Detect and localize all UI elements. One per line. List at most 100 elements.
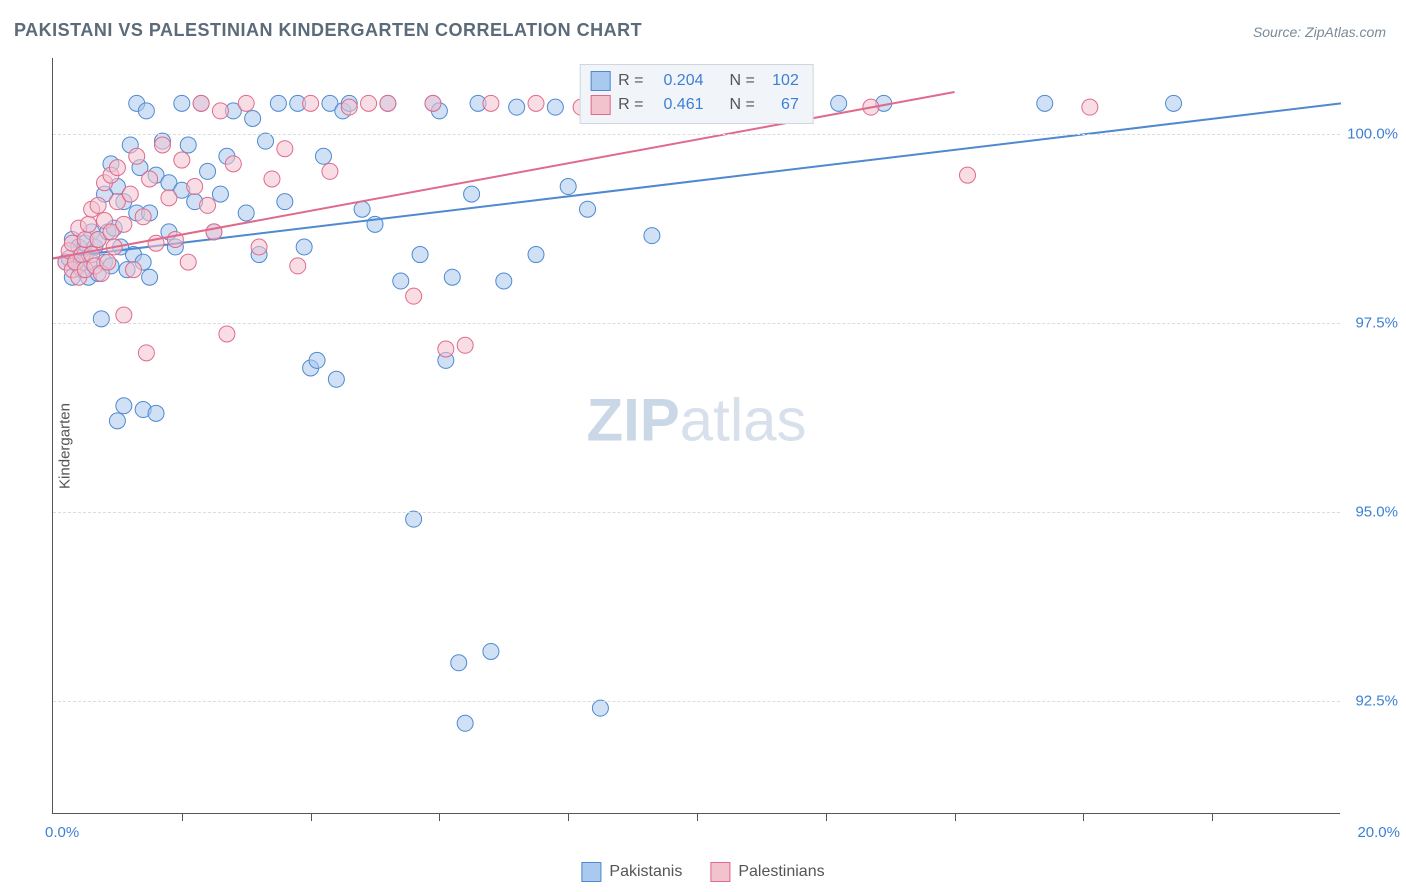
data-point (303, 95, 319, 111)
data-point (206, 224, 222, 240)
data-point (187, 179, 203, 195)
data-point (142, 171, 158, 187)
data-point (212, 103, 228, 119)
data-point (80, 216, 96, 232)
data-point (425, 95, 441, 111)
data-point (959, 167, 975, 183)
data-point (277, 141, 293, 157)
data-point (290, 258, 306, 274)
y-tick-label: 100.0% (1347, 125, 1398, 142)
data-point (580, 201, 596, 217)
data-point (258, 133, 274, 149)
trend-line (53, 92, 955, 258)
data-point (277, 194, 293, 210)
data-point (380, 95, 396, 111)
data-point (361, 95, 377, 111)
data-point (180, 137, 196, 153)
data-point (393, 273, 409, 289)
legend-row-palestinians: R = 0.461 N = 67 (590, 93, 799, 117)
data-point (509, 99, 525, 115)
source-label: Source: ZipAtlas.com (1253, 24, 1386, 40)
data-point (238, 95, 254, 111)
data-point (831, 95, 847, 111)
data-point (1166, 95, 1182, 111)
x-axis-min-label: 0.0% (45, 824, 79, 841)
data-point (322, 163, 338, 179)
data-point (315, 148, 331, 164)
data-point (138, 103, 154, 119)
data-point (154, 137, 170, 153)
n-value-palestinians: 67 (763, 93, 799, 117)
series-legend: Pakistanis Palestinians (581, 862, 824, 882)
data-point (219, 326, 235, 342)
x-tick (1083, 813, 1084, 821)
legend-label-pakistanis: Pakistanis (609, 863, 682, 881)
data-point (528, 95, 544, 111)
legend-item-palestinians: Palestinians (710, 862, 824, 882)
data-point (116, 307, 132, 323)
data-point (90, 197, 106, 213)
data-point (100, 254, 116, 270)
data-point (528, 247, 544, 263)
legend-item-pakistanis: Pakistanis (581, 862, 682, 882)
n-value-pakistanis: 102 (763, 69, 799, 93)
data-point (245, 110, 261, 126)
data-point (200, 197, 216, 213)
data-point (560, 179, 576, 195)
data-point (406, 288, 422, 304)
data-point (264, 171, 280, 187)
data-point (451, 655, 467, 671)
data-point (116, 216, 132, 232)
data-point (116, 398, 132, 414)
data-point (483, 643, 499, 659)
gridline (53, 323, 1340, 324)
data-point (496, 273, 512, 289)
y-tick-label: 97.5% (1355, 314, 1398, 331)
x-tick (311, 813, 312, 821)
data-point (200, 163, 216, 179)
data-point (341, 99, 357, 115)
y-tick-label: 92.5% (1355, 692, 1398, 709)
data-point (161, 190, 177, 206)
data-point (444, 269, 460, 285)
data-point (142, 269, 158, 285)
plot-area: ZIPatlas R = 0.204 N = 102 R = 0.461 N =… (52, 58, 1340, 814)
y-tick-label: 95.0% (1355, 503, 1398, 520)
data-point (592, 700, 608, 716)
data-point (328, 371, 344, 387)
data-point (238, 205, 254, 221)
legend-swatch-icon (710, 862, 730, 882)
data-point (109, 413, 125, 429)
legend-row-pakistanis: R = 0.204 N = 102 (590, 69, 799, 93)
correlation-legend: R = 0.204 N = 102 R = 0.461 N = 67 (579, 64, 814, 124)
data-point (212, 186, 228, 202)
data-point (109, 160, 125, 176)
data-point (309, 352, 325, 368)
data-point (1037, 95, 1053, 111)
data-point (412, 247, 428, 263)
legend-swatch-palestinians (590, 95, 610, 115)
x-tick (697, 813, 698, 821)
x-tick (826, 813, 827, 821)
legend-swatch-icon (581, 862, 601, 882)
data-point (148, 405, 164, 421)
x-tick (568, 813, 569, 821)
r-value-palestinians: 0.461 (652, 93, 704, 117)
data-point (122, 186, 138, 202)
data-point (225, 156, 241, 172)
data-point (129, 148, 145, 164)
gridline (53, 701, 1340, 702)
data-point (138, 345, 154, 361)
data-point (457, 715, 473, 731)
data-point (135, 209, 151, 225)
x-axis-max-label: 20.0% (1357, 824, 1400, 841)
x-tick (439, 813, 440, 821)
data-point (547, 99, 563, 115)
chart-title: PAKISTANI VS PALESTINIAN KINDERGARTEN CO… (14, 20, 642, 41)
data-point (1082, 99, 1098, 115)
data-point (644, 228, 660, 244)
data-point (126, 262, 142, 278)
r-value-pakistanis: 0.204 (652, 69, 704, 93)
data-point (483, 95, 499, 111)
data-point (174, 152, 190, 168)
